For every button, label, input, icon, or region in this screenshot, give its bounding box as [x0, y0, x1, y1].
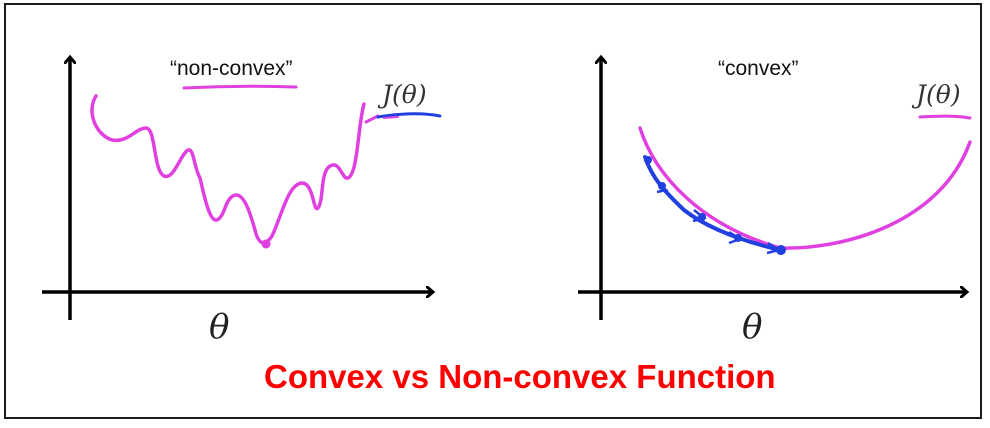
convex-panel: “convex” J(θ) θ	[578, 57, 972, 347]
nonconvex-j-underline	[376, 112, 442, 119]
nonconvex-panel: “non-convex” J(θ) θ	[42, 57, 442, 347]
nonconvex-x-label: θ	[209, 307, 229, 347]
gradient-descent-arrowhead	[766, 241, 783, 255]
convex-label: “convex”	[718, 57, 799, 80]
nonconvex-y-label: J(θ)	[377, 80, 427, 109]
convex-x-label: θ	[742, 307, 762, 347]
nonconvex-j-marker-stroke	[364, 114, 380, 124]
convex-j-underline	[918, 114, 972, 120]
gradient-descent-arrowhead	[656, 181, 669, 194]
gradient-descent-arrowhead	[692, 209, 707, 223]
nonconvex-j-underline-accent	[383, 116, 399, 119]
gradient-descent-step-marker	[644, 156, 652, 164]
nonconvex-local-minimum-marker	[261, 239, 271, 249]
nonconvex-label: “non-convex”	[170, 57, 293, 80]
convex-y-label: J(θ)	[911, 80, 961, 109]
figure-frame	[4, 3, 982, 419]
nonconvex-cost-curve	[90, 94, 366, 245]
nonconvex-label-underline	[182, 84, 298, 90]
figure-caption: Convex vs Non-convex Function	[264, 358, 776, 395]
gradient-descent-path	[643, 155, 782, 252]
gradient-descent-arrowhead	[728, 230, 743, 245]
convex-cost-curve	[638, 126, 972, 250]
